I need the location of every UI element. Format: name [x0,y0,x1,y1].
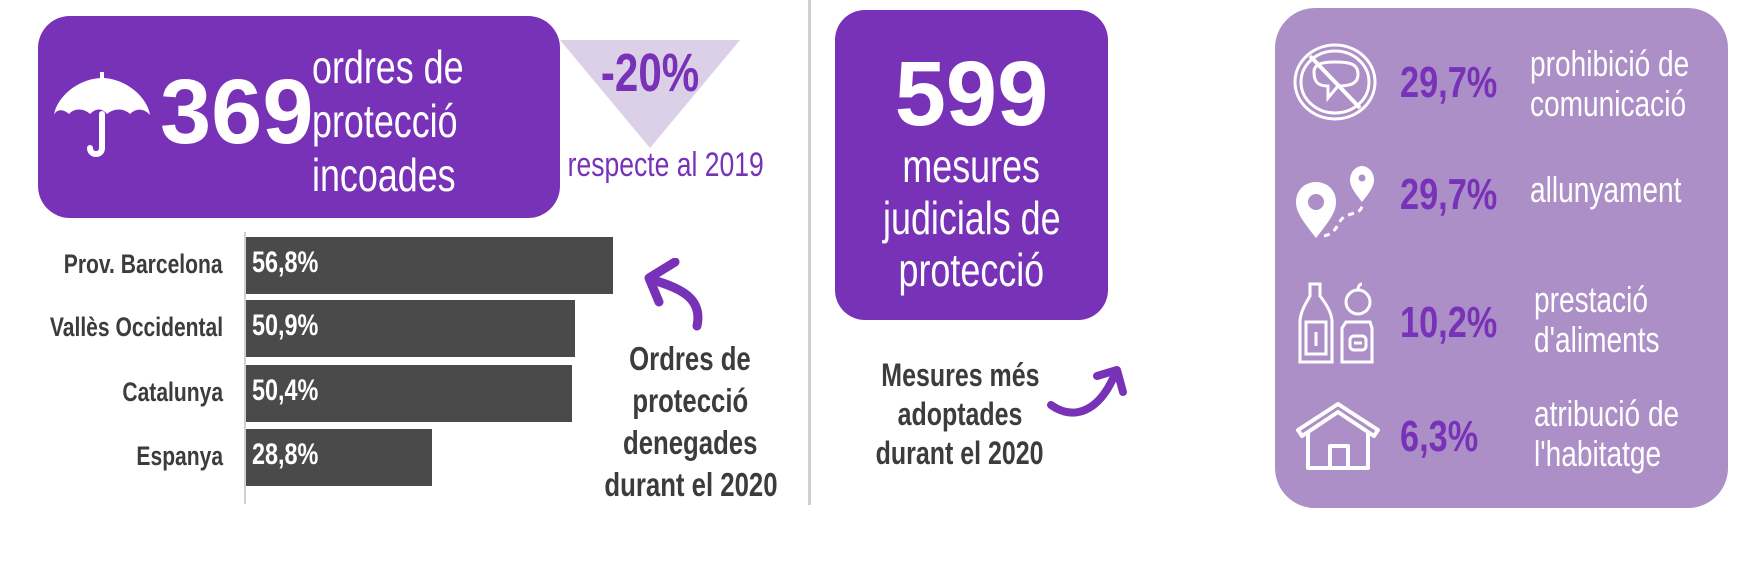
measures-count: 599 [894,43,1049,145]
bar-value-label: 56,8% [252,246,319,279]
down-triangle-icon [560,40,740,148]
bar-category-label: Catalunya [122,377,223,407]
bar-category-label: Espanya [136,441,223,471]
measure-label: atribució de [1534,393,1680,434]
measure-label: l'habitatge [1534,433,1662,474]
measure-label: comunicació [1530,83,1687,124]
measures-box [835,10,1108,320]
orders-label-line: ordres de [312,41,464,93]
change-caption: respecte al 2019 [567,146,764,184]
bar-value-label: 50,9% [252,309,319,342]
curved-arrow-icon [1047,366,1127,417]
bar-category-label: Prov. Barcelona [64,249,223,279]
orders-count: 369 [160,61,314,163]
measures-label: mesures judicials de protecció [882,140,1061,296]
orders-box [38,16,560,218]
no-communication-icon [1293,43,1377,121]
divider [808,0,811,505]
bar [246,365,572,422]
measure-label: prestació [1534,279,1648,320]
denied-note: Ordres de protecció denegades durant el … [604,340,778,503]
bar-value-label: 28,8% [252,438,319,471]
curved-arrow-icon [644,258,703,331]
measure-percent: 6,3% [1400,412,1479,461]
food-groceries-icon [1298,282,1374,364]
bar-category-label: Vallès Occidental [49,312,223,342]
top-measures-panel [1275,8,1728,508]
measures-note: Mesures més adoptades durant el 2020 [876,357,1044,471]
measure-percent: 29,7% [1400,58,1498,107]
orders-label-line: protecció [312,95,458,147]
chart-axis [244,232,246,504]
orders-label-line: incoades [312,149,456,201]
orders-label: ordres de protecció incoades [312,40,506,202]
bar [246,429,433,486]
measure-percent: 10,2% [1400,298,1498,347]
change-value: -20% [600,43,700,103]
measure-label: prohibició de [1530,43,1690,84]
bar-value-label: 50,4% [252,374,319,407]
location-route-icon [1296,166,1374,238]
measure-label: allunyament [1530,169,1682,210]
measure-percent: 29,7% [1400,170,1498,219]
measure-label: d'aliments [1534,319,1660,360]
house-icon [1296,402,1380,470]
umbrella-icon [54,72,150,157]
bar [246,237,613,294]
bar [246,300,575,357]
